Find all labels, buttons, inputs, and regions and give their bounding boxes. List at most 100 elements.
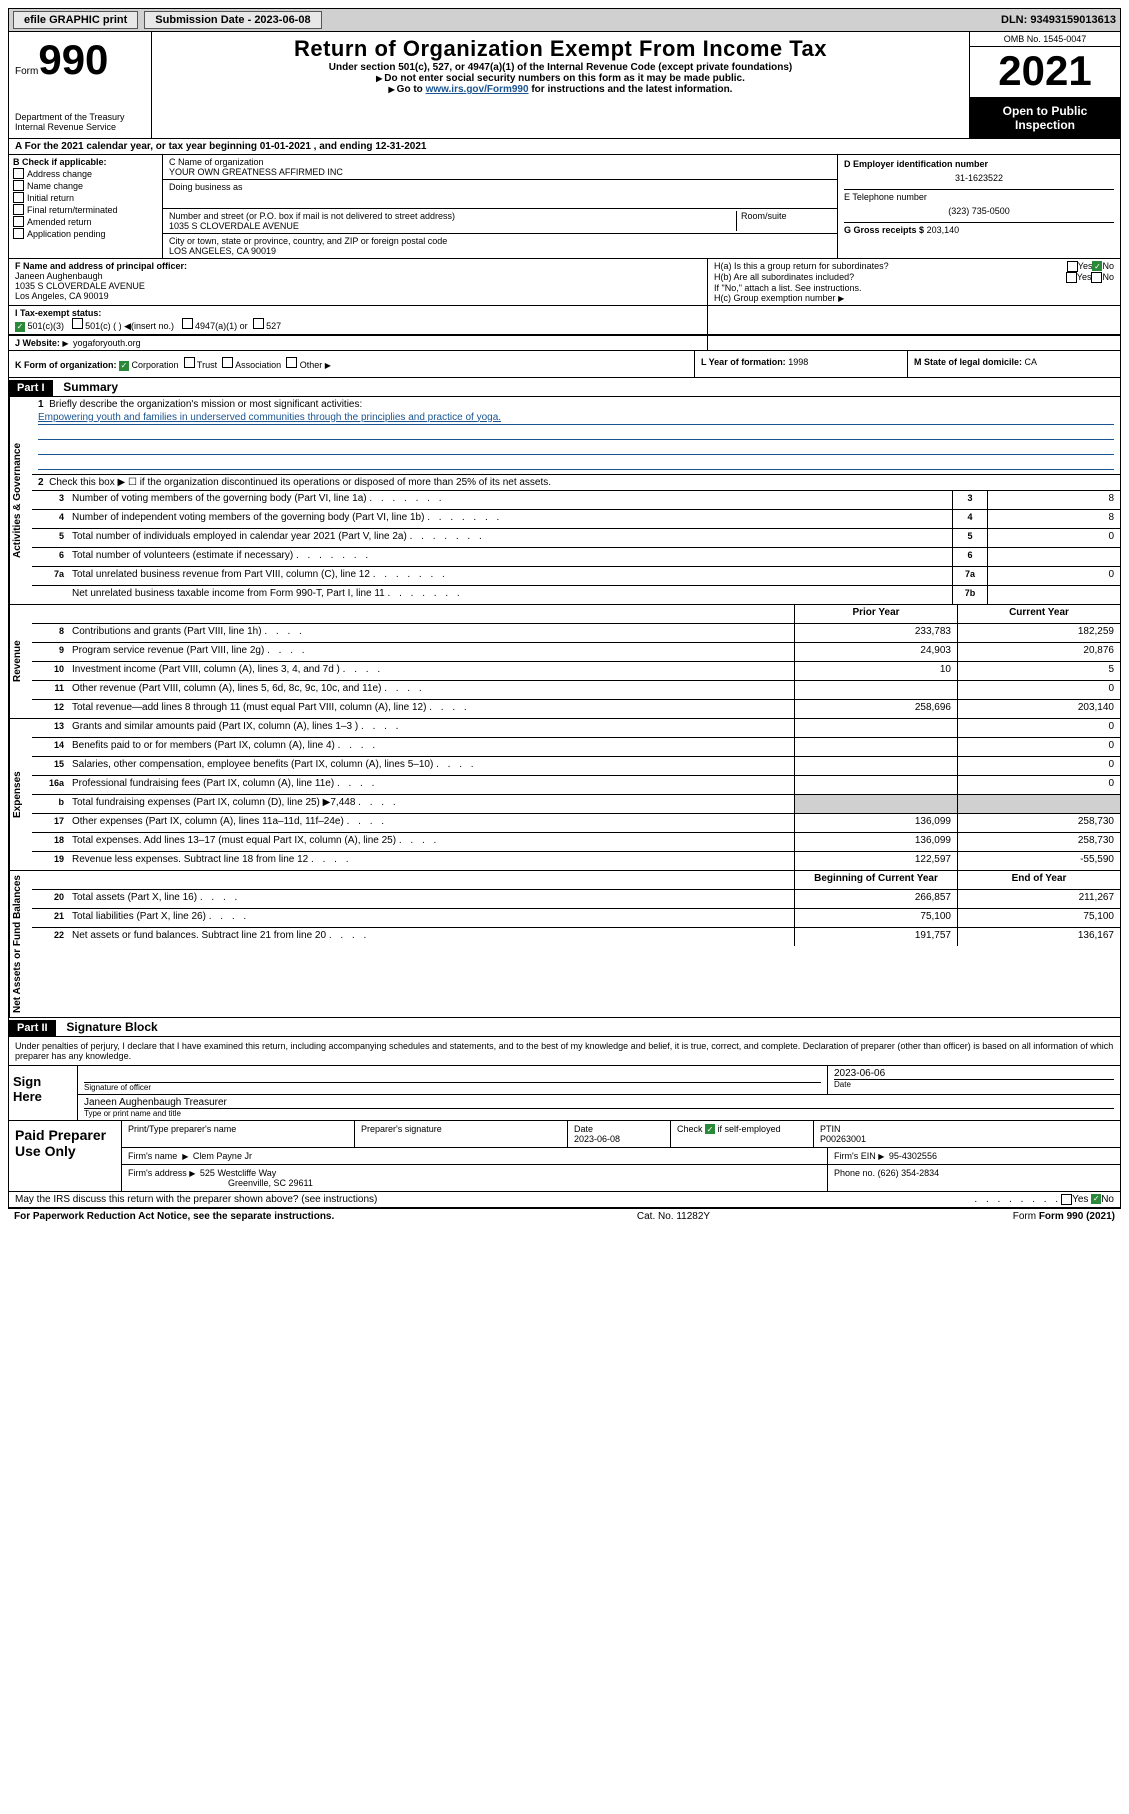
line-text: Revenue less expenses. Subtract line 18 … bbox=[68, 852, 794, 870]
section-bcd: B Check if applicable: Address change Na… bbox=[8, 155, 1121, 259]
blank-num bbox=[32, 605, 68, 623]
address-change-checkbox[interactable] bbox=[13, 168, 24, 179]
hb-no-checkbox[interactable] bbox=[1091, 272, 1102, 283]
discuss-no-checkbox[interactable] bbox=[1091, 1194, 1101, 1204]
prior-value: 233,783 bbox=[794, 624, 957, 642]
summary-row: 14 Benefits paid to or for members (Part… bbox=[32, 738, 1120, 757]
501c3-label: 501(c)(3) bbox=[28, 321, 65, 331]
hb-yes-checkbox[interactable] bbox=[1066, 272, 1077, 283]
501c-checkbox[interactable] bbox=[72, 318, 83, 329]
initial-return-checkbox[interactable] bbox=[13, 192, 24, 203]
website-value: yogaforyouth.org bbox=[73, 338, 141, 348]
amended-return-label: Amended return bbox=[27, 217, 92, 227]
trust-checkbox[interactable] bbox=[184, 357, 195, 368]
501c-label: 501(c) ( ) bbox=[85, 321, 122, 331]
efile-button[interactable]: efile GRAPHIC print bbox=[13, 11, 138, 29]
room-suite-label: Room/suite bbox=[736, 211, 831, 231]
street-label: Number and street (or P.O. box if mail i… bbox=[169, 211, 736, 221]
year-formation-value: 1998 bbox=[788, 357, 808, 367]
final-return-checkbox[interactable] bbox=[13, 204, 24, 215]
line-box: 5 bbox=[952, 529, 987, 547]
prior-value bbox=[794, 719, 957, 737]
form-prefix: Form bbox=[15, 66, 38, 77]
section-fh: F Name and address of principal officer:… bbox=[8, 259, 1121, 306]
form-ref: Form Form 990 (2021) bbox=[1013, 1211, 1115, 1222]
dept-label: Department of the Treasury bbox=[15, 112, 145, 122]
discuss-no: No bbox=[1101, 1194, 1114, 1205]
mission-blank-3 bbox=[38, 457, 1114, 470]
line-value bbox=[987, 548, 1120, 566]
501c3-checkbox[interactable] bbox=[15, 322, 25, 332]
summary-row: 4 Number of independent voting members o… bbox=[32, 510, 1120, 529]
hb-no: No bbox=[1102, 272, 1114, 283]
firm-phone-value: (626) 354-2834 bbox=[878, 1168, 940, 1178]
mission-blank-1 bbox=[38, 427, 1114, 440]
line-num: 3 bbox=[32, 491, 68, 509]
summary-row: 7a Total unrelated business revenue from… bbox=[32, 567, 1120, 586]
line-text: Net assets or fund balances. Subtract li… bbox=[68, 928, 794, 946]
prior-value bbox=[794, 795, 957, 813]
line-text: Total fundraising expenses (Part IX, col… bbox=[68, 795, 794, 813]
hb-label: H(b) Are all subordinates included? bbox=[714, 272, 1066, 283]
prep-name-label: Print/Type preparer's name bbox=[121, 1121, 354, 1147]
ha-no-checkbox[interactable] bbox=[1092, 261, 1102, 271]
line-text: Other expenses (Part IX, column (A), lin… bbox=[68, 814, 794, 832]
prior-value: 191,757 bbox=[794, 928, 957, 946]
other-checkbox[interactable] bbox=[286, 357, 297, 368]
527-checkbox[interactable] bbox=[253, 318, 264, 329]
officer-street: 1035 S CLOVERDALE AVENUE bbox=[15, 281, 701, 291]
section-b-label: B Check if applicable: bbox=[13, 157, 158, 167]
application-pending-checkbox[interactable] bbox=[13, 228, 24, 239]
prior-value: 122,597 bbox=[794, 852, 957, 870]
prep-date-label: Date bbox=[574, 1124, 593, 1134]
line2-text: Check this box ▶ ☐ if the organization d… bbox=[49, 477, 551, 488]
street-value: 1035 S CLOVERDALE AVENUE bbox=[169, 221, 736, 231]
declaration-text: Under penalties of perjury, I declare th… bbox=[9, 1037, 1120, 1065]
form-org-label: K Form of organization: bbox=[15, 360, 117, 370]
submission-date-button[interactable]: Submission Date - 2023-06-08 bbox=[144, 11, 321, 29]
form990-link[interactable]: www.irs.gov/Form990 bbox=[426, 84, 529, 95]
4947a1-checkbox[interactable] bbox=[182, 318, 193, 329]
section-j-row: J Website: yogaforyouth.org bbox=[8, 336, 1121, 351]
top-toolbar: efile GRAPHIC print Submission Date - 20… bbox=[8, 8, 1121, 32]
name-change-checkbox[interactable] bbox=[13, 180, 24, 191]
self-employed-checkbox[interactable] bbox=[705, 1124, 715, 1134]
line-num: 8 bbox=[32, 624, 68, 642]
firm-addr-label: Firm's address bbox=[128, 1168, 187, 1178]
insert-no: (insert no.) bbox=[131, 321, 174, 331]
line-text: Total assets (Part X, line 16) . . . . bbox=[68, 890, 794, 908]
assoc-checkbox[interactable] bbox=[222, 357, 233, 368]
prior-year-header: Prior Year bbox=[794, 605, 957, 623]
part1-title: Summary bbox=[55, 378, 126, 396]
amended-return-checkbox[interactable] bbox=[13, 216, 24, 227]
blank-text bbox=[68, 605, 794, 623]
mission-text: Empowering youth and families in underse… bbox=[38, 412, 1114, 425]
sign-here-label: Sign Here bbox=[9, 1066, 77, 1120]
line-text: Investment income (Part VIII, column (A)… bbox=[68, 662, 794, 680]
line-num: 11 bbox=[32, 681, 68, 699]
ha-label: H(a) Is this a group return for subordin… bbox=[714, 261, 1067, 272]
line-text: Benefits paid to or for members (Part IX… bbox=[68, 738, 794, 756]
ptin-label: PTIN bbox=[820, 1124, 841, 1134]
hc-label: H(c) Group exemption number bbox=[714, 293, 836, 303]
form-sub3a: Go to bbox=[397, 84, 426, 95]
part1-bar: Part I bbox=[9, 380, 53, 396]
line-text: Program service revenue (Part VIII, line… bbox=[68, 643, 794, 661]
discuss-yes-checkbox[interactable] bbox=[1061, 1194, 1072, 1205]
ha-yes-checkbox[interactable] bbox=[1067, 261, 1078, 272]
line-text: Number of voting members of the governin… bbox=[68, 491, 952, 509]
footer: For Paperwork Reduction Act Notice, see … bbox=[8, 1208, 1121, 1224]
line-num: 4 bbox=[32, 510, 68, 528]
discuss-yes: Yes bbox=[1072, 1194, 1088, 1205]
city-value: LOS ANGELES, CA 90019 bbox=[169, 246, 831, 256]
phone-label: E Telephone number bbox=[844, 192, 1114, 202]
line-box: 3 bbox=[952, 491, 987, 509]
part2-bar: Part II bbox=[9, 1020, 56, 1036]
corp-checkbox[interactable] bbox=[119, 361, 129, 371]
line-text: Salaries, other compensation, employee b… bbox=[68, 757, 794, 775]
summary-row: 19 Revenue less expenses. Subtract line … bbox=[32, 852, 1120, 870]
line-num: 16a bbox=[32, 776, 68, 794]
line-num: 7a bbox=[32, 567, 68, 585]
firm-addr2: Greenville, SC 29611 bbox=[228, 1178, 313, 1188]
line-value: 8 bbox=[987, 491, 1120, 509]
